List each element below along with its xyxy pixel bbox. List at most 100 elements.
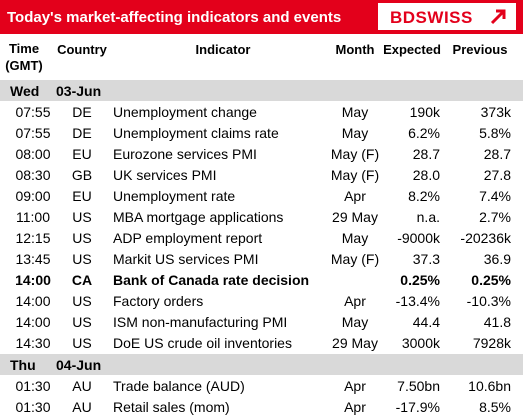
cell: 09:00 — [15, 188, 51, 204]
cell: 36.9 — [483, 251, 511, 267]
cell: 5.8% — [479, 125, 511, 141]
cell: Apr — [344, 399, 366, 415]
cell: 44.4 — [412, 314, 440, 330]
cell: 01:30 — [15, 399, 51, 415]
cell: 28.7 — [483, 146, 511, 162]
cell: Unemployment change — [113, 104, 257, 120]
cell: -9000k — [397, 230, 440, 246]
logo: BDSWISS — [378, 3, 516, 30]
cell: AU — [72, 399, 92, 415]
cell: Apr — [344, 378, 366, 394]
column-header: Expected — [383, 42, 441, 57]
logo-text: BDSWISS — [390, 8, 473, 27]
cell: US — [72, 209, 92, 225]
cell: US — [72, 230, 92, 246]
cell: -17.9% — [395, 399, 440, 415]
cell: 10.6bn — [468, 378, 511, 394]
cell: AU — [72, 378, 92, 394]
cell: Markit US services PMI — [113, 251, 259, 267]
cell: n.a. — [416, 209, 440, 225]
cell: 190k — [409, 104, 440, 120]
cell: 07:55 — [15, 104, 51, 120]
cell: 6.2% — [408, 125, 440, 141]
cell: May (F) — [330, 167, 380, 183]
cell: 28.0 — [412, 167, 440, 183]
logo-arrow — [490, 9, 506, 25]
cell: 7.50bn — [397, 378, 440, 394]
title: Today's market-affecting indicators and … — [7, 9, 342, 26]
cell: 14:00 — [15, 293, 51, 309]
cell: EU — [72, 188, 92, 204]
cell: DoE US crude oil inventories — [113, 335, 292, 351]
column-header: Country — [57, 42, 107, 57]
cell: Apr — [344, 293, 366, 309]
cell: Bank of Canada rate decision — [113, 272, 310, 288]
cell: 7928k — [472, 335, 511, 351]
cell: GB — [71, 167, 93, 183]
cell: 12:15 — [15, 230, 51, 246]
section-day: Wed — [10, 83, 40, 99]
cell: MBA mortgage applications — [113, 209, 284, 225]
section-row — [0, 354, 523, 375]
cell: EU — [72, 146, 92, 162]
column-header: Time (GMT) — [5, 41, 43, 73]
cell: DE — [72, 104, 92, 120]
cell: US — [72, 293, 92, 309]
cell: 29 May — [332, 335, 378, 351]
cell: Trade balance (AUD) — [113, 378, 245, 394]
cell: CA — [71, 272, 93, 288]
cell: 27.8 — [483, 167, 511, 183]
cell: 7.4% — [479, 188, 511, 204]
cell: 14:00 — [15, 272, 51, 288]
cell: Unemployment rate — [113, 188, 236, 204]
section-row — [0, 80, 523, 101]
cell: -13.4% — [395, 293, 440, 309]
column-header: Indicator — [195, 42, 251, 57]
cell: 08:30 — [15, 167, 51, 183]
cell: May (F) — [330, 251, 380, 267]
column-header: Previous — [452, 42, 508, 57]
cell: 8.2% — [408, 188, 440, 204]
cell: May — [341, 125, 369, 141]
cell: Eurozone services PMI — [113, 146, 257, 162]
cell: May — [341, 104, 369, 120]
cell: May — [341, 314, 369, 330]
cell: 0.25% — [400, 272, 440, 288]
section-date: 03-Jun — [56, 83, 102, 99]
section-day: Thu — [10, 357, 36, 373]
cell: 14:30 — [15, 335, 51, 351]
cell: US — [72, 314, 92, 330]
cell: 0.25% — [471, 272, 511, 288]
cell: 41.8 — [483, 314, 511, 330]
cell: -20236k — [460, 230, 511, 246]
cell: 14:00 — [15, 314, 51, 330]
header-bar: Today's market-affecting indicators and … — [0, 0, 523, 34]
cell: 11:00 — [16, 209, 50, 225]
cell: 07:55 — [15, 125, 51, 141]
cell: 01:30 — [15, 378, 51, 394]
cell: ADP employment report — [113, 230, 263, 246]
cell: 28.7 — [412, 146, 440, 162]
cell: Factory orders — [113, 293, 204, 309]
cell: Apr — [344, 188, 366, 204]
cell: 8.5% — [479, 399, 511, 415]
cell: 3000k — [401, 335, 440, 351]
cell: 2.7% — [479, 209, 511, 225]
cell: 13:45 — [15, 251, 51, 267]
cell: Retail sales (mom) — [113, 399, 230, 415]
cell: 08:00 — [15, 146, 51, 162]
cell: 373k — [480, 104, 511, 120]
cell: 29 May — [332, 209, 378, 225]
cell: -10.3% — [466, 293, 511, 309]
section-date: 04-Jun — [56, 357, 102, 373]
cell: US — [72, 251, 92, 267]
cell: ISM non-manufacturing PMI — [113, 314, 288, 330]
cell: 37.3 — [412, 251, 440, 267]
cell: US — [72, 335, 92, 351]
cell: May (F) — [330, 146, 380, 162]
cell: May — [341, 230, 369, 246]
cell: DE — [72, 125, 92, 141]
cell: UK services PMI — [113, 167, 217, 183]
cell: Unemployment claims rate — [113, 125, 279, 141]
